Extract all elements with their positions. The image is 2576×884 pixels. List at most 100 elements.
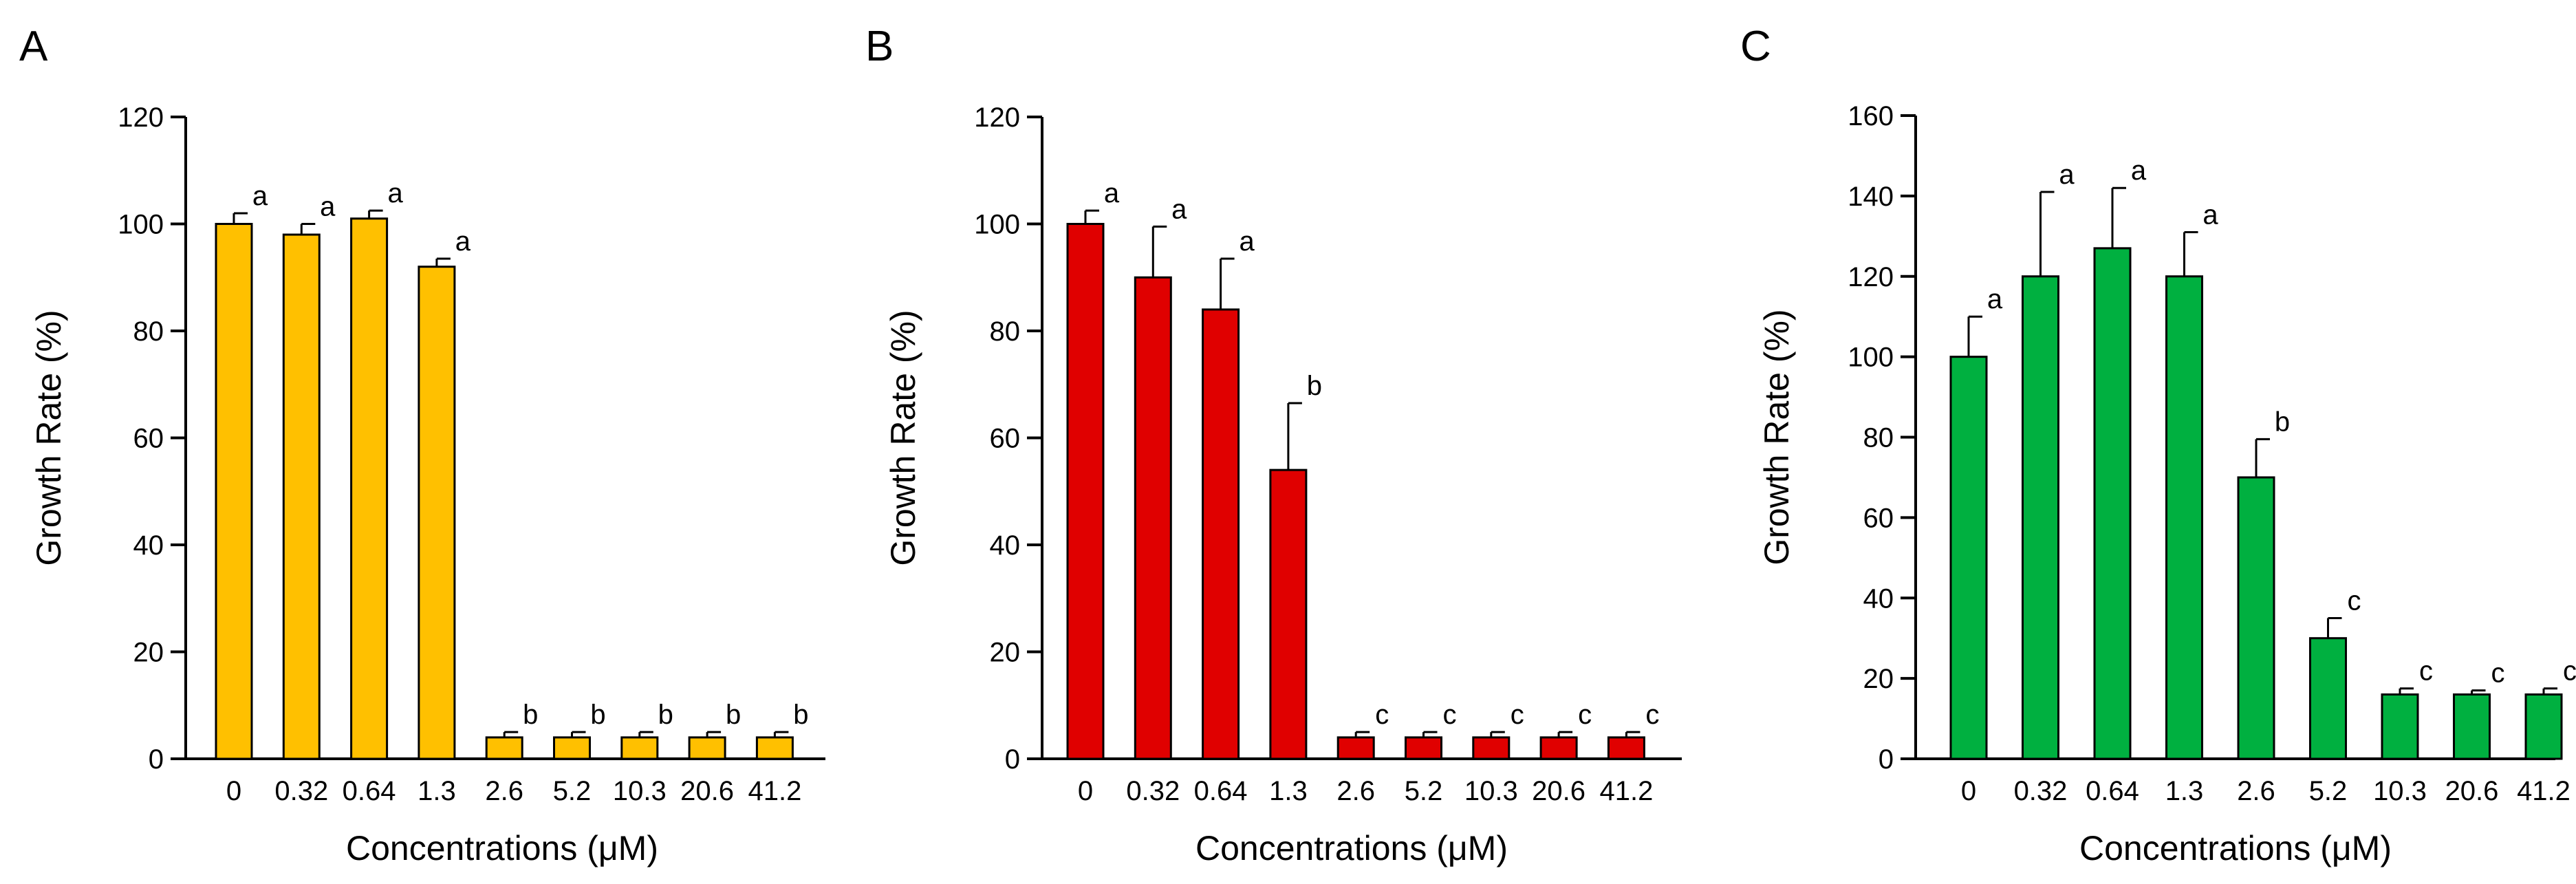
y-tick-label: 20 <box>990 638 1021 668</box>
bar <box>2309 637 2347 760</box>
significance-label: c <box>1645 700 1659 730</box>
y-tick-label: 100 <box>1848 343 1894 373</box>
y-tick-label: 0 <box>149 744 164 775</box>
x-tick-label: 0.32 <box>2014 776 2068 806</box>
x-tick-label: 0 <box>226 776 241 806</box>
x-tick-label: 10.3 <box>1464 776 1518 806</box>
y-tick-label: 120 <box>118 103 164 133</box>
x-tick-label: 5.2 <box>1405 776 1443 806</box>
x-axis-title: Concentrations (μM) <box>1195 829 1508 867</box>
significance-label: a <box>2202 200 2218 230</box>
x-axis-title: Concentrations (μM) <box>346 829 658 867</box>
bar <box>755 736 794 760</box>
significance-label: a <box>1239 226 1255 257</box>
y-tick-label: 60 <box>133 424 164 454</box>
x-tick-label: 41.2 <box>748 776 801 806</box>
chart-panel-b: B 0 20 40 60 80 100 120 a 0 a 0.32 a 0.64 b 1.3 c 2.6 c 5.2… <box>865 23 1682 867</box>
y-tick-label: 40 <box>1863 583 1894 614</box>
x-tick-label: 0.32 <box>274 776 328 806</box>
bar <box>1472 736 1511 760</box>
bar <box>1202 308 1240 760</box>
bar <box>2381 693 2419 760</box>
y-axis-title: Growth Rate (%) <box>884 310 922 565</box>
y-axis-title: Growth Rate (%) <box>1757 309 1796 565</box>
significance-label: c <box>1511 700 1524 730</box>
x-tick-label: 2.6 <box>2237 776 2275 806</box>
x-tick-label: 41.2 <box>1599 776 1653 806</box>
significance-label: b <box>726 700 741 730</box>
bar <box>620 736 659 760</box>
significance-label: c <box>1375 700 1389 730</box>
bar <box>2524 693 2563 760</box>
y-tick-label: 20 <box>133 638 164 668</box>
bar <box>2022 275 2059 760</box>
significance-label: c <box>1578 700 1592 730</box>
significance-label: a <box>387 178 403 208</box>
bar <box>418 266 456 760</box>
panel-letter: C <box>1740 23 1771 70</box>
significance-label: a <box>1987 284 2003 314</box>
x-tick-label: 0.32 <box>1126 776 1180 806</box>
significance-label: a <box>320 192 336 222</box>
x-tick-label: 0 <box>1961 776 1976 806</box>
y-tick-label: 0 <box>1005 744 1020 775</box>
y-tick-label: 40 <box>990 530 1021 561</box>
bar <box>350 217 389 760</box>
x-tick-label: 0.64 <box>343 776 396 806</box>
bar <box>2093 247 2132 760</box>
chart-panel-c: C 0 20 40 60 80 100 120 140 160 a 0 a 0.32 a 0.64 a 1.3 b 2… <box>1740 23 2576 867</box>
significance-label: b <box>1307 371 1322 401</box>
bar <box>282 233 321 760</box>
bar <box>1269 468 1308 760</box>
significance-label: c <box>2491 658 2505 689</box>
y-tick-label: 100 <box>118 210 164 240</box>
y-tick-label: 20 <box>1863 664 1894 694</box>
significance-label: b <box>590 700 605 730</box>
bar <box>1134 276 1172 760</box>
y-tick-label: 140 <box>1848 182 1894 212</box>
significance-label: b <box>793 700 808 730</box>
y-tick-label: 40 <box>133 530 164 561</box>
x-axis-title: Concentrations (μM) <box>2079 829 2392 867</box>
significance-label: c <box>2563 656 2576 687</box>
x-tick-label: 0.64 <box>2086 776 2139 806</box>
bar <box>553 736 591 760</box>
x-tick-label: 1.3 <box>418 776 456 806</box>
x-tick-label: 2.6 <box>485 776 523 806</box>
x-tick-label: 0 <box>1078 776 1093 806</box>
y-tick-label: 80 <box>133 316 164 347</box>
y-tick-label: 60 <box>990 424 1021 454</box>
bar <box>1539 736 1578 760</box>
significance-label: c <box>2419 656 2433 687</box>
x-tick-label: 5.2 <box>553 776 592 806</box>
panel-letter: A <box>19 23 48 70</box>
bar <box>688 736 726 760</box>
x-tick-label: 0.64 <box>1194 776 1248 806</box>
x-tick-label: 1.3 <box>2165 776 2204 806</box>
x-tick-label: 5.2 <box>2309 776 2348 806</box>
bar <box>1405 736 1442 760</box>
bar <box>2453 693 2491 760</box>
x-tick-label: 20.6 <box>2445 776 2499 806</box>
significance-label: b <box>658 700 673 730</box>
significance-label: a <box>2131 155 2147 186</box>
x-tick-label: 20.6 <box>680 776 734 806</box>
y-tick-label: 100 <box>974 210 1020 240</box>
y-tick-label: 60 <box>1863 503 1894 533</box>
significance-label: b <box>2275 407 2290 437</box>
significance-label: a <box>1171 194 1187 224</box>
y-axis-title: Growth Rate (%) <box>30 310 68 565</box>
y-tick-label: 80 <box>1863 423 1894 453</box>
y-tick-label: 80 <box>990 316 1021 347</box>
x-tick-label: 20.6 <box>1532 776 1585 806</box>
significance-label: a <box>1104 178 1120 208</box>
y-tick-label: 120 <box>974 103 1020 133</box>
x-tick-label: 2.6 <box>1336 776 1375 806</box>
x-tick-label: 1.3 <box>1269 776 1308 806</box>
bar <box>485 736 523 760</box>
significance-label: c <box>2348 585 2361 616</box>
bar <box>1949 356 1988 760</box>
x-tick-label: 41.2 <box>2517 776 2570 806</box>
significance-label: a <box>455 226 471 257</box>
